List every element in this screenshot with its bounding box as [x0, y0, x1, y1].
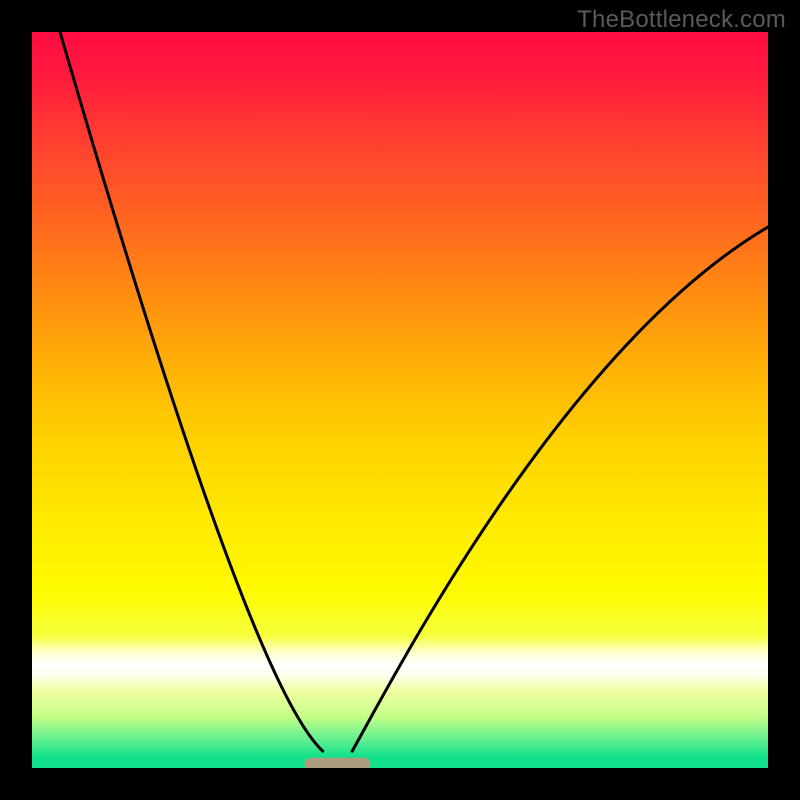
bottleneck-chart	[32, 32, 768, 768]
plot-area	[32, 32, 768, 768]
watermark-text: TheBottleneck.com	[577, 6, 786, 34]
gradient-background	[32, 32, 768, 768]
chart-frame: TheBottleneck.com	[0, 0, 800, 800]
bottleneck-marker	[304, 758, 370, 768]
